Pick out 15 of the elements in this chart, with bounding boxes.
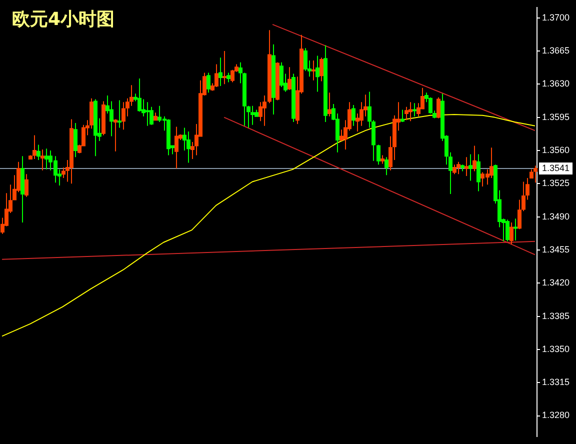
y-tick-label: 1.3350 (542, 344, 570, 354)
y-tick-label: 1.3595 (542, 112, 570, 122)
y-tick-label: 1.3630 (542, 78, 570, 89)
ref-line-label: 1.3541 (542, 162, 570, 173)
chart-title: 欧元4小时图 (12, 8, 115, 31)
y-tick-label: 1.3560 (542, 144, 570, 155)
y-tick-label: 1.3420 (542, 278, 570, 288)
y-tick-label: 1.3490 (542, 211, 570, 222)
y-tick-label: 1.3315 (542, 377, 570, 388)
y-tick-label: 1.3455 (542, 244, 570, 254)
y-tick-label: 1.3280 (542, 410, 570, 420)
y-tick-label: 1.3665 (542, 45, 570, 56)
y-tick-label: 1.3700 (542, 12, 570, 22)
y-tick-label: 1.3385 (542, 310, 570, 321)
y-tick-label: 1.3525 (542, 178, 570, 188)
